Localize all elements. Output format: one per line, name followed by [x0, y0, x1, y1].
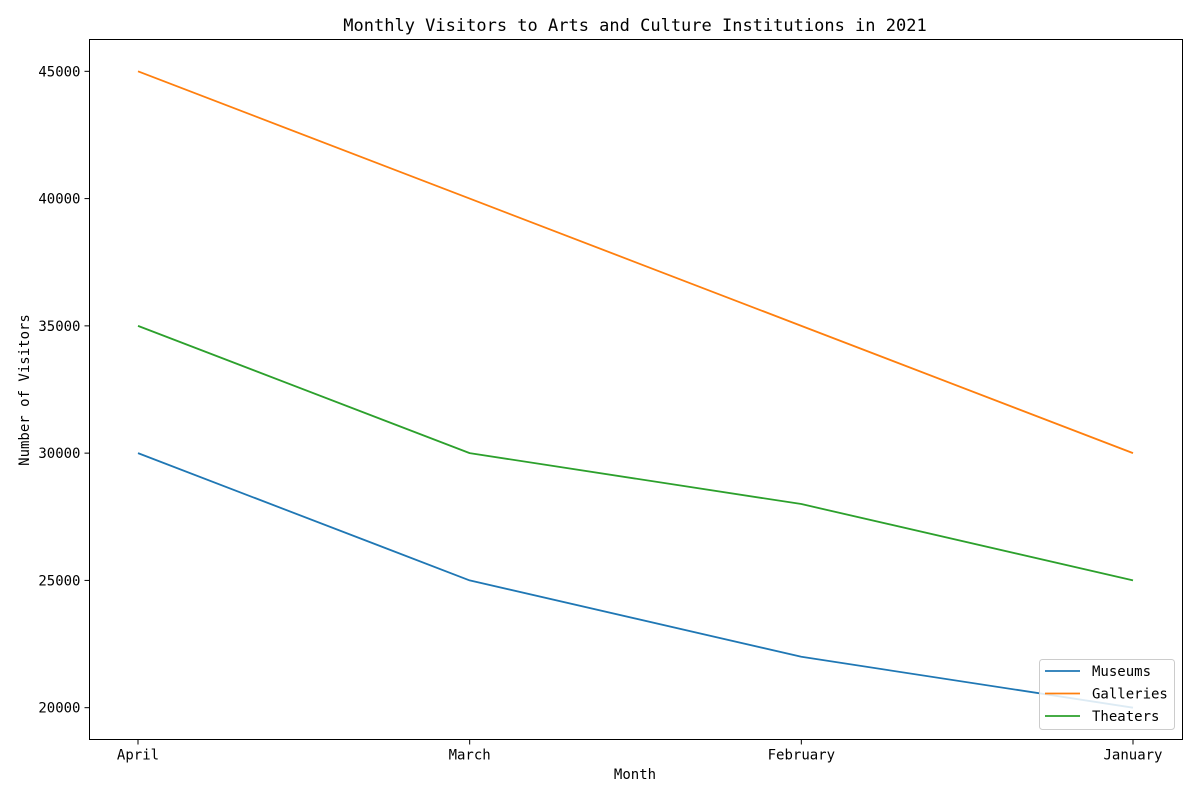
y-tick-label: 25000 [38, 573, 80, 589]
x-axis-label: Month [614, 767, 656, 783]
y-tick-label: 20000 [38, 701, 80, 717]
series-line-museums [137, 452, 1134, 709]
legend-label-galleries: Galleries [1092, 687, 1168, 703]
chart-title: Monthly Visitors to Arts and Culture Ins… [343, 16, 926, 36]
legend-label-museums: Museums [1092, 664, 1151, 680]
y-tick-label: 35000 [38, 319, 80, 335]
plot-area [137, 70, 1134, 709]
x-tick-label: January [1103, 748, 1162, 764]
y-tick-label: 40000 [38, 192, 80, 208]
x-axis: April March February January [117, 739, 1163, 764]
plot-frame [89, 39, 1183, 740]
x-tick-label: April [117, 748, 159, 764]
legend-label-theaters: Theaters [1092, 709, 1159, 725]
legend-box [1039, 659, 1175, 730]
y-tick-label: 30000 [38, 446, 80, 462]
y-axis: 20000 25000 30000 35000 40000 45000 [38, 64, 90, 717]
legend: Museums Galleries Theaters [1039, 659, 1175, 730]
y-tick-label: 45000 [38, 64, 80, 80]
series-line-theaters [137, 325, 1134, 582]
series-line-galleries [137, 70, 1134, 454]
x-tick-label: February [768, 748, 835, 764]
x-tick-label: March [449, 748, 491, 764]
y-axis-label: Number of Visitors [17, 314, 33, 466]
